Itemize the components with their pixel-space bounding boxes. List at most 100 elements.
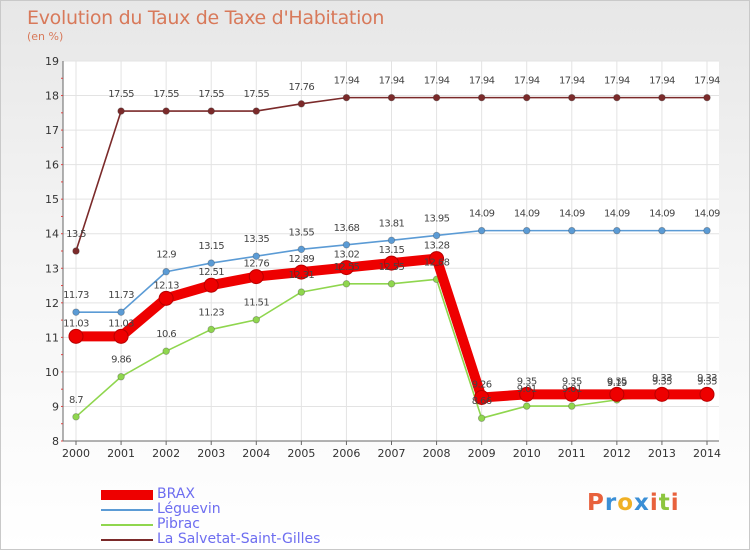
data-point <box>568 226 576 235</box>
logo-letter: t <box>658 490 671 516</box>
y-tick-label: 16 <box>45 159 59 172</box>
data-label: 9.33 <box>652 373 672 384</box>
data-point <box>72 308 80 316</box>
data-point <box>387 236 396 244</box>
data-point <box>252 252 260 260</box>
logo-letter: x <box>634 490 650 516</box>
y-tick-label: 13 <box>45 262 59 275</box>
data-point <box>568 93 576 102</box>
data-label: 13.55 <box>289 227 315 238</box>
y-tick-label: 11 <box>45 331 59 344</box>
y-tick-label: 8 <box>52 435 59 448</box>
x-tick-label: 2000 <box>62 447 90 460</box>
chart-unit-label: (en %) <box>27 30 64 43</box>
data-point-brax <box>519 386 535 402</box>
data-label: 13.5 <box>66 229 86 240</box>
data-point <box>523 226 531 235</box>
data-point <box>252 316 260 324</box>
data-label: 14.09 <box>649 209 675 220</box>
data-label: 12.51 <box>198 267 224 278</box>
grid-layer <box>63 60 719 442</box>
legend-item-pibrac: Pibrac <box>101 517 401 532</box>
data-label: 9.35 <box>607 376 627 387</box>
data-point <box>117 373 125 381</box>
data-point <box>477 414 486 422</box>
chart-title: Evolution du Taux de Taxe d'Habitation <box>27 7 385 29</box>
data-label: 9.35 <box>697 376 717 387</box>
data-label: 8.66 <box>472 396 492 407</box>
data-label: 13.15 <box>379 245 405 256</box>
data-label: 11.03 <box>108 318 134 329</box>
data-point <box>162 107 170 115</box>
data-label: 13.15 <box>198 241 224 252</box>
data-point <box>117 107 125 115</box>
legend-item-leguevin: Léguevin <box>101 502 401 517</box>
data-label: 9.19 <box>607 378 627 389</box>
logo-letter: i <box>649 490 659 516</box>
logo-letter: r <box>604 490 618 516</box>
data-label: 17.76 <box>289 82 315 93</box>
legend-swatch-leguevin <box>101 509 153 511</box>
data-point-brax <box>203 277 219 293</box>
data-point <box>703 226 711 235</box>
legend-label-leguevin: Léguevin <box>157 501 221 517</box>
data-point-brax <box>384 255 399 271</box>
data-label: 17.94 <box>604 76 630 87</box>
x-tick-label: 2014 <box>693 447 721 460</box>
data-label: 13.35 <box>243 234 269 245</box>
x-tick-label: 2005 <box>287 447 315 460</box>
data-point-brax <box>68 328 84 344</box>
data-point <box>387 93 396 102</box>
data-label: 17.94 <box>334 76 360 87</box>
data-point <box>523 93 531 102</box>
legend-item-la-salvetat: La Salvetat-Saint-Gilles <box>101 532 401 547</box>
data-point-brax <box>654 386 670 402</box>
data-label: 9.35 <box>652 376 672 387</box>
data-label: 12.31 <box>289 270 315 281</box>
data-label: 9.35 <box>517 376 537 387</box>
data-point <box>207 259 215 267</box>
data-label: 12.9 <box>156 250 176 261</box>
data-point <box>297 245 306 253</box>
data-label: 17.94 <box>469 76 495 87</box>
data-label: 14.09 <box>694 209 720 220</box>
data-point <box>162 268 170 276</box>
data-label: 12.89 <box>289 254 315 265</box>
data-label: 14.09 <box>604 209 630 220</box>
data-point-brax <box>474 389 490 405</box>
y-tick-label: 17 <box>45 124 59 137</box>
y-tick-label: 18 <box>45 90 59 103</box>
data-label: 13.95 <box>424 213 450 224</box>
x-tick-label: 2013 <box>648 447 676 460</box>
y-tick-label: 12 <box>45 297 59 310</box>
data-label: 17.94 <box>649 76 675 87</box>
data-label: 10.6 <box>156 329 176 340</box>
data-point <box>432 93 441 102</box>
data-point <box>342 280 351 288</box>
data-point-brax <box>248 269 264 285</box>
data-point-brax <box>338 260 354 276</box>
data-label: 12.55 <box>379 262 405 273</box>
x-tick-label: 2003 <box>197 447 225 460</box>
data-label: 17.55 <box>153 89 179 100</box>
data-label: 17.55 <box>198 89 224 100</box>
legend-swatch-brax <box>101 490 153 500</box>
data-label-layer: 11.73 11.73 12.9 13.15 13.35 13.55 13.68 13.81 1… <box>63 76 720 408</box>
legend-swatch-la-salvetat <box>101 539 153 541</box>
data-label: 9.35 <box>562 376 582 387</box>
data-label: 9.01 <box>517 384 537 395</box>
data-point <box>297 100 306 108</box>
y-tick-label: 14 <box>45 228 59 241</box>
x-tick-label: 2012 <box>603 447 631 460</box>
data-label: 17.94 <box>379 76 405 87</box>
data-label: 13.02 <box>334 250 360 261</box>
data-label: 9.01 <box>562 384 582 395</box>
data-label: 11.51 <box>243 298 269 309</box>
data-point <box>523 402 531 410</box>
data-point <box>432 231 441 240</box>
series-layer <box>68 93 715 422</box>
data-point <box>297 288 306 296</box>
data-label: 12.76 <box>243 259 269 270</box>
